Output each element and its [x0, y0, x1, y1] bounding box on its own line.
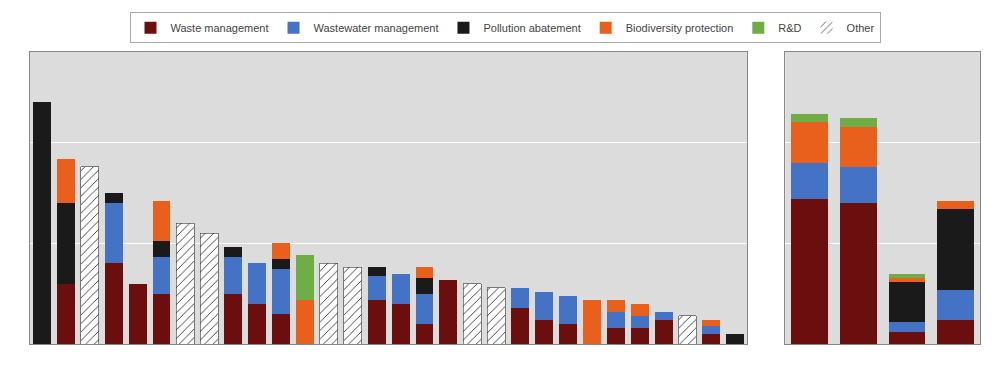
svg-text:Wastewater management: Wastewater management [314, 22, 439, 34]
svg-text:Biodiversity protection: Biodiversity protection [626, 22, 734, 34]
svg-text:Pollution abatement: Pollution abatement [483, 22, 580, 34]
svg-text:R&D: R&D [778, 22, 801, 34]
svg-text:Waste management: Waste management [171, 22, 269, 34]
svg-text:Other: Other [847, 22, 875, 34]
